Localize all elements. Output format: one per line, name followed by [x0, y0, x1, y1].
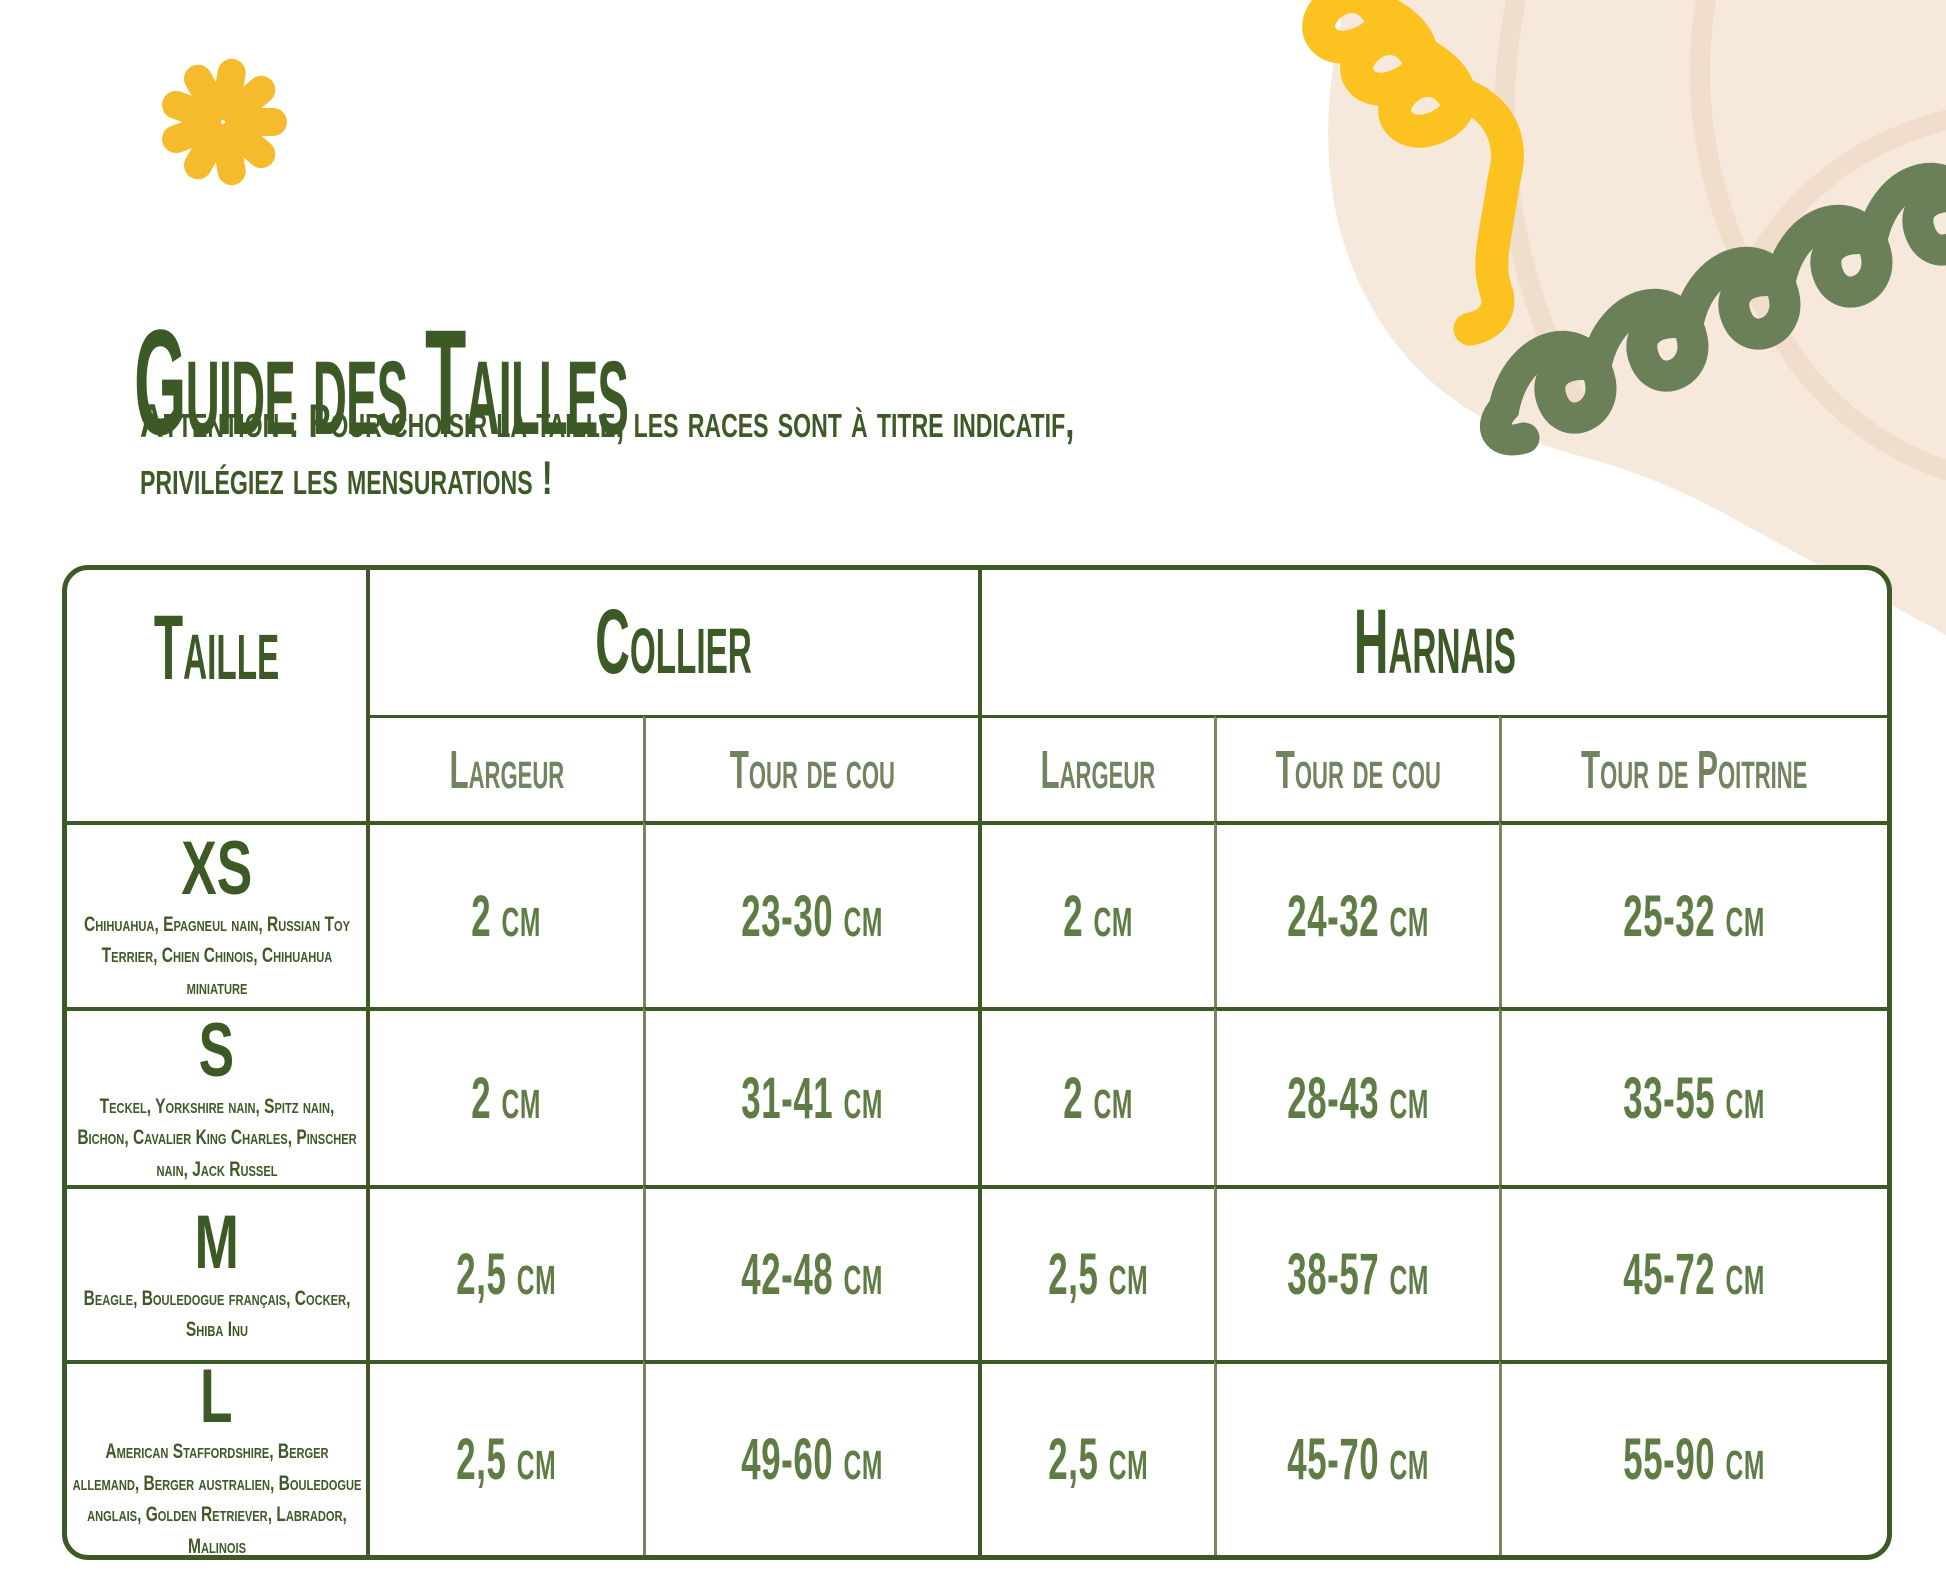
breed-list: Chihuahua, Epagneul nain, Russian Toy Te… — [83, 912, 350, 999]
header-collier: Collier — [366, 570, 978, 715]
cell-l-harnais-tour-de-poitrine: 55-90 cm — [1499, 1360, 1887, 1555]
cell-l-collier-tour-de-cou: 49-60 cm — [643, 1360, 978, 1555]
cell-s-harnais-tour-de-cou: 28-43 cm — [1214, 1007, 1499, 1185]
cell-xs-collier-largeur: 2 cm — [366, 821, 643, 1007]
cell-s-collier-tour-de-cou: 31-41 cm — [643, 1007, 978, 1185]
cell-m-harnais-tour-de-poitrine: 45-72 cm — [1499, 1185, 1887, 1360]
cell-l-collier-largeur: 2,5 cm — [366, 1360, 643, 1555]
yellow-squiggle-icon — [1302, 0, 1524, 346]
cell-xs-harnais-tour-de-poitrine: 25-32 cm — [1499, 821, 1887, 1007]
table-row-xs-size: XS Chihuahua, Epagneul nain, Russian Toy… — [67, 821, 366, 1007]
cell-xs-harnais-largeur: 2 cm — [978, 821, 1214, 1007]
cell-m-collier-tour-de-cou: 42-48 cm — [643, 1185, 978, 1360]
warning-line-2: privilégiez les mensurations ! — [140, 451, 553, 505]
size-label: XS — [181, 825, 252, 911]
warning-text: Attention : Pour choisir la taille, les … — [140, 392, 1475, 507]
subheader-collier-largeur: Largeur — [366, 715, 643, 821]
subheader-collier-tour-de-cou: Tour de cou — [643, 715, 978, 821]
cell-m-collier-largeur: 2,5 cm — [366, 1185, 643, 1360]
size-label: L — [200, 1353, 233, 1439]
cell-l-harnais-tour-de-cou: 45-70 cm — [1214, 1360, 1499, 1555]
breed-list: Teckel, Yorkshire nain, Spitz nain, Bich… — [76, 1094, 357, 1181]
cell-l-harnais-largeur: 2,5 cm — [978, 1360, 1214, 1555]
size-label: M — [194, 1200, 239, 1286]
size-guide-table: Taille Collier Harnais Largeur Tour de c… — [62, 565, 1892, 1560]
table-row-l-size: L American Staffordshire, Berger alleman… — [67, 1353, 366, 1558]
cell-s-harnais-largeur: 2 cm — [978, 1007, 1214, 1185]
cell-xs-collier-tour-de-cou: 23-30 cm — [643, 821, 978, 1007]
beige-blob-icon — [1328, 0, 1946, 635]
cell-m-harnais-largeur: 2,5 cm — [978, 1185, 1214, 1360]
cell-s-harnais-tour-de-poitrine: 33-55 cm — [1499, 1007, 1887, 1185]
subheader-harnais-tour-de-poitrine: Tour de Poitrine — [1499, 715, 1887, 821]
cell-xs-harnais-tour-de-cou: 24-32 cm — [1214, 821, 1499, 1007]
header-harnais: Harnais — [978, 570, 1887, 715]
size-label: S — [198, 1007, 235, 1093]
green-spiral-icon — [1480, 162, 1946, 456]
page-title: Guide des Tailles — [134, 297, 629, 466]
subheader-harnais-tour-de-cou: Tour de cou — [1214, 715, 1499, 821]
breed-list: American Staffordshire, Berger allemand,… — [72, 1440, 361, 1558]
table-row-m-size: M Beagle, Bouledogue français, Cocker, S… — [67, 1185, 366, 1360]
breed-list: Beagle, Bouledogue français, Cocker, Shi… — [83, 1286, 350, 1342]
cell-m-harnais-tour-de-cou: 38-57 cm — [1214, 1185, 1499, 1360]
cell-s-collier-largeur: 2 cm — [366, 1007, 643, 1185]
header-taille: Taille — [153, 597, 280, 699]
subheader-harnais-largeur: Largeur — [978, 715, 1214, 821]
warning-line-1: Attention : Pour choisir la taille, les … — [140, 394, 1075, 447]
table-row-s-size: S Teckel, Yorkshire nain, Spitz nain, Bi… — [67, 1007, 366, 1185]
asterisk-icon — [162, 58, 287, 186]
